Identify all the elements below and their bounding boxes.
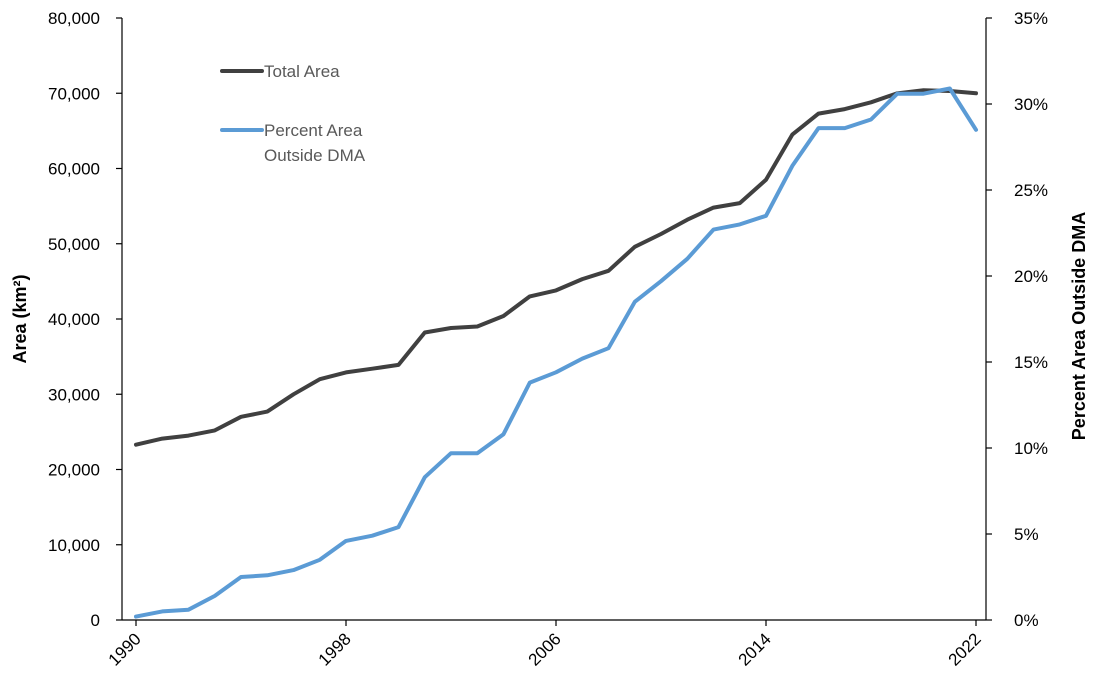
y2-tick-label: 5% (1014, 525, 1039, 544)
y2-tick-label: 15% (1014, 353, 1048, 372)
series-lines (134, 86, 978, 619)
series-line-2 (134, 86, 978, 619)
series-line-1 (134, 88, 978, 447)
y-tick-label: 20,000 (48, 461, 100, 480)
legend: Total Area Percent Area Outside DMA (220, 62, 366, 165)
y-tick-label: 10,000 (48, 536, 100, 555)
x-tick-label: 2022 (945, 629, 985, 669)
axes-group: 0 10,000 20,000 30,000 40,000 50,000 60,000 70,… (48, 9, 1048, 670)
y-tick-label: 50,000 (48, 235, 100, 254)
x-tick-label: 1990 (105, 629, 145, 669)
y-tick-label: 60,000 (48, 160, 100, 179)
x-tick-label: 1998 (315, 629, 355, 669)
y2-tick-label: 30% (1014, 95, 1048, 114)
y-tick-label: 80,000 (48, 9, 100, 28)
y2-axis-title: Percent Area Outside DMA (1069, 212, 1089, 440)
y-tick-label: 70,000 (48, 84, 100, 103)
x-tick-label: 2006 (525, 629, 565, 669)
y-axis-title: Area (km²) (10, 274, 30, 363)
y2-tick-label: 0% (1014, 611, 1039, 630)
y2-tick-label: 10% (1014, 439, 1048, 458)
x-tick-label: 2014 (735, 629, 775, 669)
legend-label-1: Total Area (264, 62, 340, 81)
y2-tick-label: 35% (1014, 9, 1048, 28)
y-tick-label: 30,000 (48, 385, 100, 404)
y2-tick-label: 25% (1014, 181, 1048, 200)
y-tick-label: 0 (91, 611, 100, 630)
y2-tick-label: 20% (1014, 267, 1048, 286)
y-tick-label: 40,000 (48, 310, 100, 329)
legend-label-2: Percent Area Outside DMA (264, 121, 366, 165)
